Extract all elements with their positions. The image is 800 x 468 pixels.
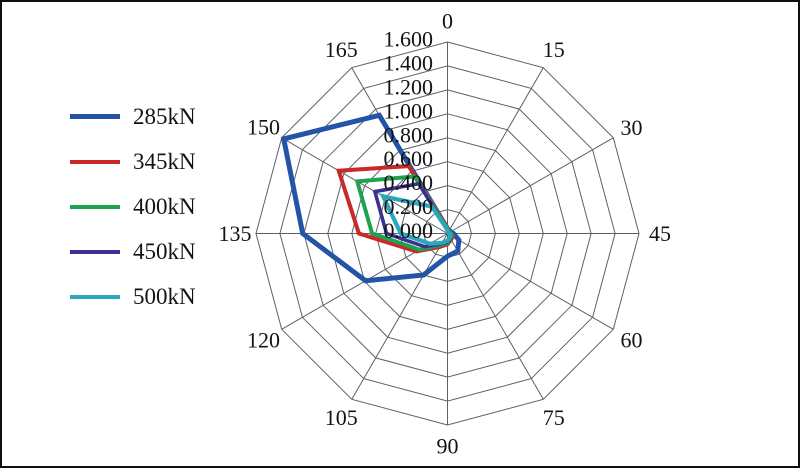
radial-tick-label-0.600: 0.600	[384, 146, 434, 171]
legend-label: 450kN	[133, 239, 196, 264]
legend-swatch-500kN	[70, 294, 120, 299]
angle-label-120: 120	[247, 327, 280, 352]
legend-item: 500kN	[70, 274, 196, 319]
angle-label-135: 135	[219, 221, 252, 246]
angle-label-150: 150	[247, 115, 280, 140]
angle-label-45: 45	[649, 221, 671, 246]
axis-spoke-75	[447, 233, 544, 400]
axis-spoke-105	[351, 233, 448, 400]
legend-label: 285kN	[133, 104, 196, 129]
angle-label-0: 0	[442, 9, 453, 34]
series-polygon-500kN	[379, 193, 453, 246]
legend-item: 450kN	[70, 229, 196, 274]
legend: 285kN 345kN 400kN 450kN 500kN	[70, 94, 196, 319]
angle-label-30: 30	[621, 115, 643, 140]
legend-label: 400kN	[133, 194, 196, 219]
radial-tick-label-1.600: 1.600	[384, 27, 434, 52]
axis-spoke-30	[447, 137, 614, 234]
radial-tick-label-1.200: 1.200	[384, 74, 434, 99]
legend-item: 345kN	[70, 139, 196, 184]
radial-tick-label-1.400: 1.400	[384, 50, 434, 75]
angle-label-90: 90	[437, 434, 459, 459]
legend-swatch-285kN	[70, 114, 120, 119]
radial-tick-label-0.000: 0.000	[384, 218, 434, 243]
legend-label: 345kN	[133, 149, 196, 174]
legend-swatch-450kN	[70, 249, 120, 254]
angle-label-75: 75	[543, 405, 565, 430]
radial-tick-label-0.800: 0.800	[384, 122, 434, 147]
axis-spoke-15	[447, 67, 544, 234]
angle-label-105: 105	[325, 405, 358, 430]
legend-label: 500kN	[133, 284, 196, 309]
angle-label-60: 60	[621, 327, 643, 352]
radial-tick-label-0.400: 0.400	[384, 170, 434, 195]
radial-tick-label-0.200: 0.200	[384, 194, 434, 219]
legend-swatch-400kN	[70, 204, 120, 209]
angle-label-15: 15	[543, 37, 565, 62]
axis-spoke-60	[447, 233, 614, 330]
legend-item: 285kN	[70, 94, 196, 139]
legend-swatch-345kN	[70, 159, 120, 164]
radial-tick-label-1.000: 1.000	[384, 98, 434, 123]
legend-item: 400kN	[70, 184, 196, 229]
axis-spoke-150	[281, 137, 448, 234]
angle-label-165: 165	[325, 37, 358, 62]
